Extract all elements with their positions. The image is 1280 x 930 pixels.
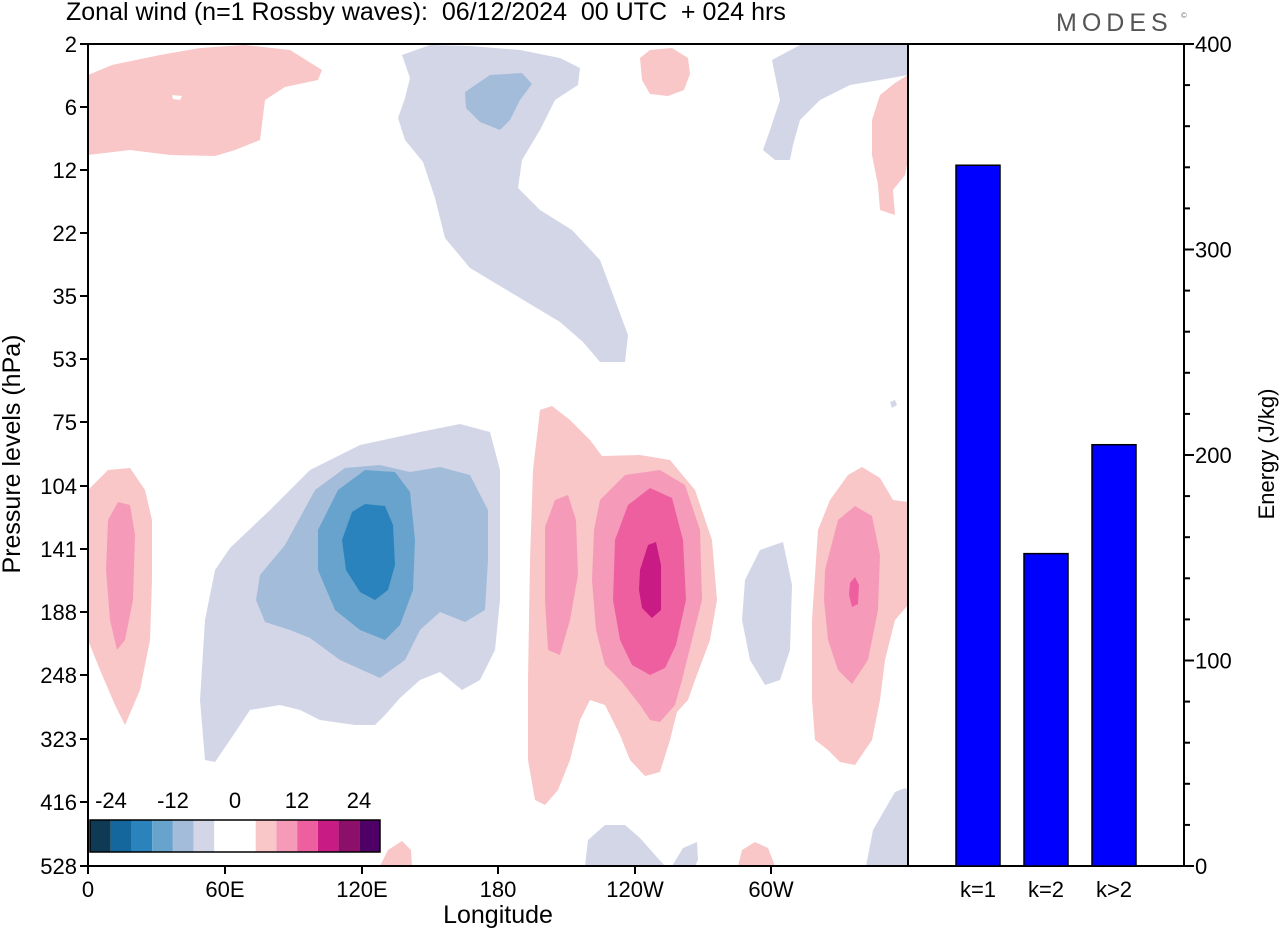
contour-red2 [106, 502, 135, 650]
contour-red1 [380, 841, 412, 866]
energy-tick-label: 400 [1195, 32, 1232, 57]
colorbar-swatch [317, 820, 339, 852]
colorbar-swatch [297, 820, 318, 852]
contour-red2 [545, 495, 578, 655]
contour-blue1 [585, 825, 665, 866]
contour-red1 [738, 842, 775, 866]
y-tick-label: 6 [65, 95, 77, 120]
contour-blue4 [342, 504, 395, 600]
x-tick-label: 180 [480, 877, 517, 902]
contour-blue1 [398, 45, 628, 362]
contour-blue1 [742, 542, 792, 685]
energy-tick-label: 0 [1195, 854, 1207, 879]
contour-axes: 0 60E 120E 180 120W 60W 2 6 12 22 35 53 75 104 141 188 2… [40, 32, 909, 902]
colorbar-swatch [90, 820, 111, 852]
colorbar-label: -12 [157, 788, 189, 813]
brand-logo-text: MODES [1056, 9, 1173, 37]
colorbar-swatch [359, 820, 380, 852]
y-tick-label: 528 [40, 854, 77, 879]
x-tick-label: 0 [82, 877, 94, 902]
energy-bar-chart: k=1 k=2 k>2 0 100 200 300 400 [907, 32, 1232, 902]
y-tick-label: 2 [65, 32, 77, 57]
energy-bar [1023, 552, 1069, 867]
colorbar: -24 -12 0 12 24 [89, 788, 381, 853]
x-tick-label: 60E [205, 877, 244, 902]
colorbar-swatch [276, 820, 298, 852]
energy-axis-label: Energy (J/kg) [1254, 389, 1279, 520]
contour-red3 [849, 577, 859, 607]
energy-tick-label: 100 [1195, 649, 1232, 674]
colorbar-swatch [172, 820, 194, 852]
colorbar-frame [89, 819, 381, 853]
colorbar-swatch [131, 820, 153, 852]
bar-category-label: k=1 [960, 877, 996, 902]
bar-category-label: k>2 [1096, 877, 1132, 902]
y-tick-label: 22 [53, 221, 77, 246]
y-tick-label: 75 [53, 410, 77, 435]
y-tick-label: 141 [40, 537, 77, 562]
y-tick-label: 416 [40, 790, 77, 815]
contour-blue1 [866, 788, 908, 866]
y-tick-label: 104 [40, 474, 77, 499]
x-tick-label: 120E [336, 877, 387, 902]
contour-red4 [639, 542, 661, 618]
colorbar-swatch [214, 820, 235, 852]
colorbar-label: -24 [95, 788, 127, 813]
contour-blue2 [465, 73, 532, 130]
bar-category-label: k=2 [1028, 877, 1064, 902]
contour-field [88, 45, 908, 866]
y-tick-label: 248 [40, 663, 77, 688]
colorbar-swatch [235, 820, 256, 852]
contour-red1 [640, 48, 690, 96]
y-tick-label: 323 [40, 727, 77, 752]
y-axis-label: Pressure levels (hPa) [0, 335, 26, 574]
colorbar-label: 12 [285, 788, 309, 813]
chart-title: Zonal wind (n=1 Rossby waves): 06/12/202… [66, 0, 786, 26]
contour-white [172, 95, 182, 100]
x-tick-label: 60W [748, 877, 793, 902]
colorbar-swatch [338, 820, 360, 852]
contour-blue1 [672, 842, 698, 866]
brand-copyright-mark: © [1181, 11, 1187, 20]
colorbar-swatch [255, 820, 277, 852]
colorbar-swatch [110, 820, 132, 852]
y-tick-label: 12 [53, 158, 77, 183]
y-tick-label: 35 [53, 284, 77, 309]
energy-tick-label: 200 [1195, 443, 1232, 468]
x-tick-label: 120W [606, 877, 664, 902]
contour-blue1 [763, 45, 908, 160]
colorbar-swatch [193, 820, 215, 852]
energy-bar [955, 164, 1001, 867]
contour-red1 [88, 45, 322, 156]
x-axis-label: Longitude [443, 901, 553, 929]
energy-tick-label: 300 [1195, 238, 1232, 263]
y-tick-label: 188 [40, 600, 77, 625]
colorbar-label: 24 [347, 788, 371, 813]
y-tick-label: 53 [53, 347, 77, 372]
colorbar-swatch [152, 820, 173, 852]
contour-red1 [872, 75, 908, 215]
energy-bar [1091, 443, 1137, 867]
contour-blue1 [890, 400, 897, 408]
colorbar-label: 0 [229, 788, 241, 813]
